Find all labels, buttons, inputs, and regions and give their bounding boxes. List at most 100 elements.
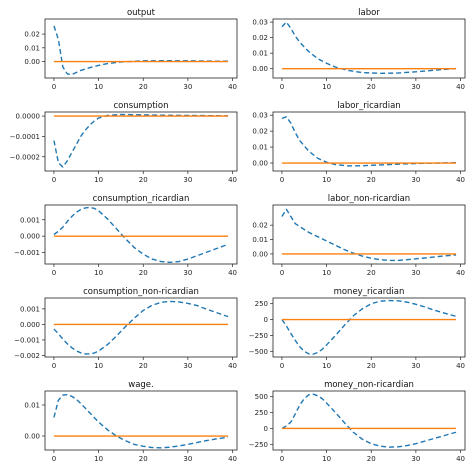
x-tick-label: 20 xyxy=(367,455,376,463)
response-line xyxy=(281,299,457,355)
x-tick-label: 30 xyxy=(183,455,192,463)
x-tick-label: 10 xyxy=(322,362,331,370)
x-tick-label: 20 xyxy=(367,362,376,370)
panel-2: consumption 0 10 20 30 40 0.0000 −0.0001 −0.0002 xyxy=(10,101,238,184)
x-tick-label: 0 xyxy=(52,455,56,463)
y-tick-label: 0 xyxy=(264,316,268,324)
y-tick-label: 0.02 xyxy=(252,222,268,230)
x-tick-label: 10 xyxy=(94,362,103,370)
x-tick-label: 10 xyxy=(322,455,331,463)
x-tick-label: 10 xyxy=(94,83,103,91)
y-tick-label: 0.02 xyxy=(24,31,40,39)
y-tick-label: 0.00 xyxy=(252,160,268,168)
x-tick-label: 10 xyxy=(94,176,103,184)
panel-0: output 0 10 20 30 40 0.00 0.01 0.02 xyxy=(24,8,238,91)
y-tick-label: −0.002 xyxy=(14,352,40,360)
x-tick-label: 30 xyxy=(183,362,192,370)
y-tick-label: −0.0001 xyxy=(10,133,40,141)
y-tick-label: 0.000 xyxy=(20,321,40,329)
x-tick-label: 10 xyxy=(94,269,103,277)
x-tick-label: 0 xyxy=(52,176,56,184)
x-tick-label: 40 xyxy=(228,269,237,277)
y-tick-label: −500 xyxy=(249,348,268,356)
response-line xyxy=(53,113,229,168)
response-line xyxy=(281,116,457,167)
panel-title: consumption_ricardian xyxy=(93,194,190,204)
panel-8: wage. 0 10 20 30 40 0.01 0.00 xyxy=(24,380,238,463)
y-tick-label: 0.00 xyxy=(252,250,268,258)
plot-frame xyxy=(44,297,238,358)
panel-7: money_ricardian 0 10 20 30 40 250 0 −250 −500 xyxy=(249,287,466,370)
plot-frame xyxy=(44,18,238,79)
y-tick-label: 0.01 xyxy=(24,44,40,52)
y-tick-label: 250 xyxy=(255,409,268,417)
y-tick-label: 0.00 xyxy=(252,65,268,73)
panel-title: consumption xyxy=(113,101,168,111)
y-tick-label: 0.001 xyxy=(20,216,40,224)
plot-frame xyxy=(44,204,238,265)
x-tick-label: 0 xyxy=(52,83,56,91)
x-tick-label: 20 xyxy=(139,176,148,184)
y-tick-label: 0.02 xyxy=(252,128,268,136)
x-tick-label: 30 xyxy=(183,83,192,91)
x-tick-label: 10 xyxy=(322,176,331,184)
panel-5: labor_non-ricardian 0 10 20 30 40 0.00 0.01 0.02 xyxy=(252,194,466,277)
x-tick-label: 30 xyxy=(411,269,420,277)
x-tick-label: 20 xyxy=(139,269,148,277)
x-tick-label: 0 xyxy=(52,362,56,370)
y-tick-label: 0.00 xyxy=(24,433,40,441)
plot-frame xyxy=(44,111,238,172)
y-tick-label: −250 xyxy=(249,332,268,340)
plot-frame xyxy=(272,111,466,172)
response-line xyxy=(53,300,229,355)
response-line xyxy=(53,25,229,76)
x-tick-label: 0 xyxy=(52,269,56,277)
panel-title: money_non-ricardian xyxy=(324,380,414,390)
response-line xyxy=(281,208,457,262)
panel-4: consumption_ricardian 0 10 20 30 40 0.001 0.000… xyxy=(14,194,238,277)
x-tick-label: 30 xyxy=(411,83,420,91)
y-tick-label: 0 xyxy=(264,425,268,433)
x-tick-label: 0 xyxy=(280,269,284,277)
response-line xyxy=(281,21,457,75)
response-line xyxy=(53,394,229,449)
panel-title: wage. xyxy=(128,380,154,390)
x-tick-label: 20 xyxy=(367,83,376,91)
x-tick-label: 40 xyxy=(228,83,237,91)
y-tick-label: 500 xyxy=(255,393,268,401)
plot-frame xyxy=(44,390,238,451)
response-line xyxy=(281,393,457,448)
y-tick-label: 0.00 xyxy=(24,58,40,66)
x-tick-label: 40 xyxy=(456,269,465,277)
y-tick-label: 0.000 xyxy=(20,233,40,241)
x-tick-label: 30 xyxy=(411,176,420,184)
y-tick-label: 0.001 xyxy=(20,305,40,313)
plot-frame xyxy=(272,18,466,79)
x-tick-label: 40 xyxy=(228,455,237,463)
x-tick-label: 20 xyxy=(367,269,376,277)
x-tick-label: 20 xyxy=(367,176,376,184)
x-tick-label: 40 xyxy=(228,362,237,370)
panel-title: consumption_non-ricardian xyxy=(83,287,199,297)
x-tick-label: 10 xyxy=(322,83,331,91)
panel-title: money_ricardian xyxy=(334,287,405,297)
plot-frame xyxy=(272,204,466,265)
x-tick-label: 30 xyxy=(183,176,192,184)
x-tick-label: 0 xyxy=(280,455,284,463)
panel-6: consumption_non-ricardian 0 10 20 30 40 0.001 0… xyxy=(14,287,238,370)
panel-title: labor_non-ricardian xyxy=(328,194,410,204)
y-tick-label: 250 xyxy=(255,300,268,308)
x-tick-label: 0 xyxy=(280,176,284,184)
response-line xyxy=(53,206,229,264)
x-tick-label: 0 xyxy=(280,83,284,91)
plot-frame xyxy=(272,390,466,451)
y-tick-label: 0.03 xyxy=(252,112,268,120)
x-tick-label: 20 xyxy=(139,455,148,463)
x-tick-label: 20 xyxy=(139,83,148,91)
x-tick-label: 30 xyxy=(411,362,420,370)
x-tick-label: 0 xyxy=(280,362,284,370)
x-tick-label: 40 xyxy=(456,176,465,184)
panel-title: output xyxy=(127,8,156,18)
y-tick-label: 0.02 xyxy=(252,34,268,42)
